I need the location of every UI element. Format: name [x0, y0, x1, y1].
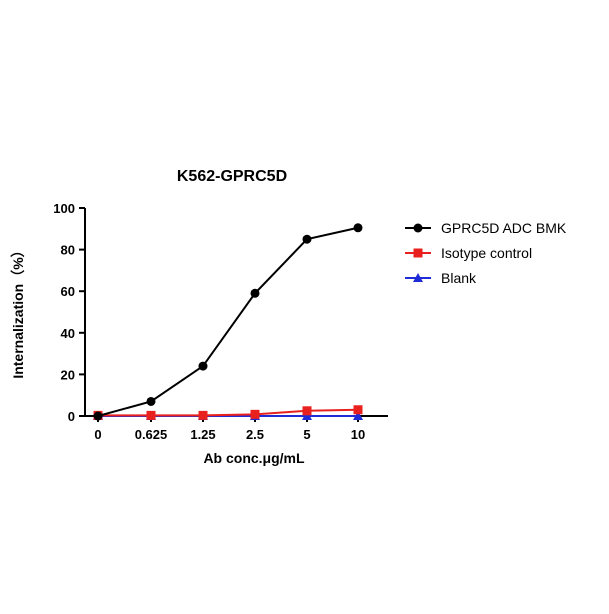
y-tick-label: 80 — [61, 243, 75, 258]
y-tick-label: 0 — [68, 409, 75, 424]
legend-label: Blank — [441, 270, 477, 286]
legend-marker — [413, 223, 423, 233]
data-point — [353, 411, 363, 420]
y-tick-label: 60 — [61, 284, 75, 299]
series-square — [93, 405, 363, 420]
legend-label: GPRC5D ADC BMK — [441, 220, 567, 236]
legend-item: Isotype control — [405, 245, 532, 261]
chart-title: K562-GPRC5D — [177, 168, 287, 185]
data-point — [198, 361, 208, 371]
data-point — [353, 405, 363, 415]
plot-area — [93, 223, 363, 421]
x-tick-label: 5 — [303, 427, 310, 442]
legend-item: Blank — [405, 270, 477, 286]
series-line — [97, 226, 359, 417]
x-tick-label: 1.25 — [190, 427, 215, 442]
x-tick-label: 2.5 — [246, 427, 264, 442]
y-tick-label: 100 — [53, 201, 75, 216]
data-point — [146, 410, 156, 420]
series-circle — [93, 223, 363, 421]
data-point — [93, 411, 103, 421]
y-axis-label: Internalization（%） — [10, 243, 26, 378]
legend: GPRC5D ADC BMK Isotype control Blank — [405, 220, 567, 286]
y-tick-label: 40 — [61, 326, 75, 341]
data-point — [250, 288, 260, 298]
data-point — [302, 411, 312, 420]
legend-marker — [413, 273, 423, 282]
legend-item: GPRC5D ADC BMK — [405, 220, 567, 236]
series-line — [98, 408, 359, 417]
legend-label: Isotype control — [441, 245, 532, 261]
legend-marker — [413, 248, 423, 258]
y-tick-label: 20 — [61, 367, 75, 382]
data-point — [250, 409, 260, 419]
data-point — [302, 406, 312, 416]
x-tick-label: 0 — [94, 427, 101, 442]
data-point — [146, 396, 156, 406]
x-tick-label: 10 — [351, 427, 365, 442]
axes: 0 20 40 60 80 100 0 0.625 1.25 2.5 5 10 — [53, 201, 388, 442]
data-point — [302, 234, 312, 244]
x-tick-label: 0.625 — [135, 427, 168, 442]
x-axis-label: Ab conc.μg/mL — [203, 450, 305, 466]
data-point — [198, 410, 208, 420]
data-point — [353, 223, 363, 233]
